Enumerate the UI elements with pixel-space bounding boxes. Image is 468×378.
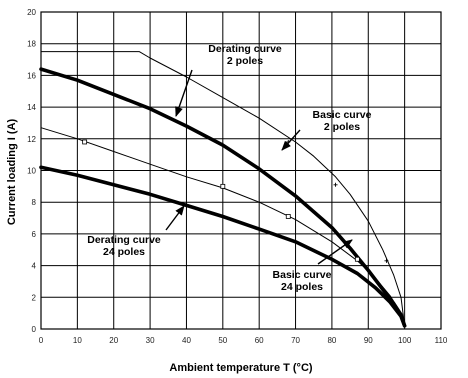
- y-tick-label: 10: [27, 167, 36, 176]
- annotation-arrow-derating-2: [175, 69, 193, 117]
- x-tick-label: 110: [435, 336, 448, 345]
- series-marker-basic-24: [285, 214, 291, 219]
- series-marker-basic-2: [333, 182, 338, 187]
- annotation-arrow-basic-24: [317, 239, 353, 265]
- x-tick-label: 10: [73, 336, 82, 345]
- x-axis-label: Ambient temperature T (°C): [169, 362, 312, 374]
- y-tick-label: 12: [27, 135, 36, 144]
- x-tick-label: 20: [109, 336, 118, 345]
- x-tick-label: 100: [398, 336, 412, 345]
- y-tick-label: 2: [32, 293, 37, 302]
- y-axis-label: Current loading I (A): [6, 119, 18, 226]
- x-tick-label: 80: [327, 336, 336, 345]
- series-marker-basic-2: [384, 258, 389, 263]
- x-tick-label: 40: [182, 336, 191, 345]
- annotation-label-derating-2: Derating curve: [208, 43, 282, 55]
- annotation-label-basic-24: Basic curve: [273, 269, 332, 281]
- annotation-label-basic-2: 2 poles: [324, 121, 360, 133]
- x-tick-label: 70: [291, 336, 300, 345]
- annotation-label-basic-2: Basic curve: [313, 109, 372, 121]
- series-marker-basic-24: [354, 256, 360, 262]
- y-tick-label: 16: [27, 71, 36, 80]
- annotation-label-derating-24: Derating curve: [87, 234, 161, 246]
- series-marker-basic-24: [220, 183, 226, 189]
- y-tick-label: 4: [32, 262, 37, 271]
- series-line-derating-24: [39, 165, 407, 328]
- y-tick-label: 6: [32, 230, 37, 239]
- annotation-arrow-derating-24: [165, 205, 185, 231]
- series-marker-basic-24: [82, 139, 88, 145]
- y-tick-label: 8: [32, 198, 37, 207]
- series-line-derating-2: [39, 67, 407, 328]
- grid: [40, 11, 442, 330]
- y-tick-label: 14: [27, 103, 36, 112]
- annotation-label-derating-24: 24 poles: [103, 246, 145, 258]
- y-tick-label: 18: [27, 40, 36, 49]
- series-line-basic-2: [40, 51, 406, 327]
- x-tick-label: 30: [146, 336, 155, 345]
- series-group: [39, 51, 407, 328]
- x-tick-label: 90: [364, 336, 373, 345]
- x-tick-label: 50: [218, 336, 227, 345]
- annotation-label-derating-2: 2 poles: [227, 55, 263, 67]
- y-tick-label: 0: [32, 325, 37, 334]
- annotation-label-basic-24: 24 poles: [281, 281, 323, 293]
- plot-frame: [40, 11, 442, 330]
- x-tick-label: 60: [255, 336, 264, 345]
- series-line-basic-24: [40, 127, 406, 325]
- x-tick-label: 0: [39, 336, 44, 345]
- annotation-arrow-basic-2: [281, 129, 301, 151]
- y-tick-label: 20: [27, 8, 36, 17]
- ticks-group: 0 10 20 30 40 50 60 70 80 90 100 110 0 2 4 6 8 10 12 14 16 18…: [27, 8, 448, 345]
